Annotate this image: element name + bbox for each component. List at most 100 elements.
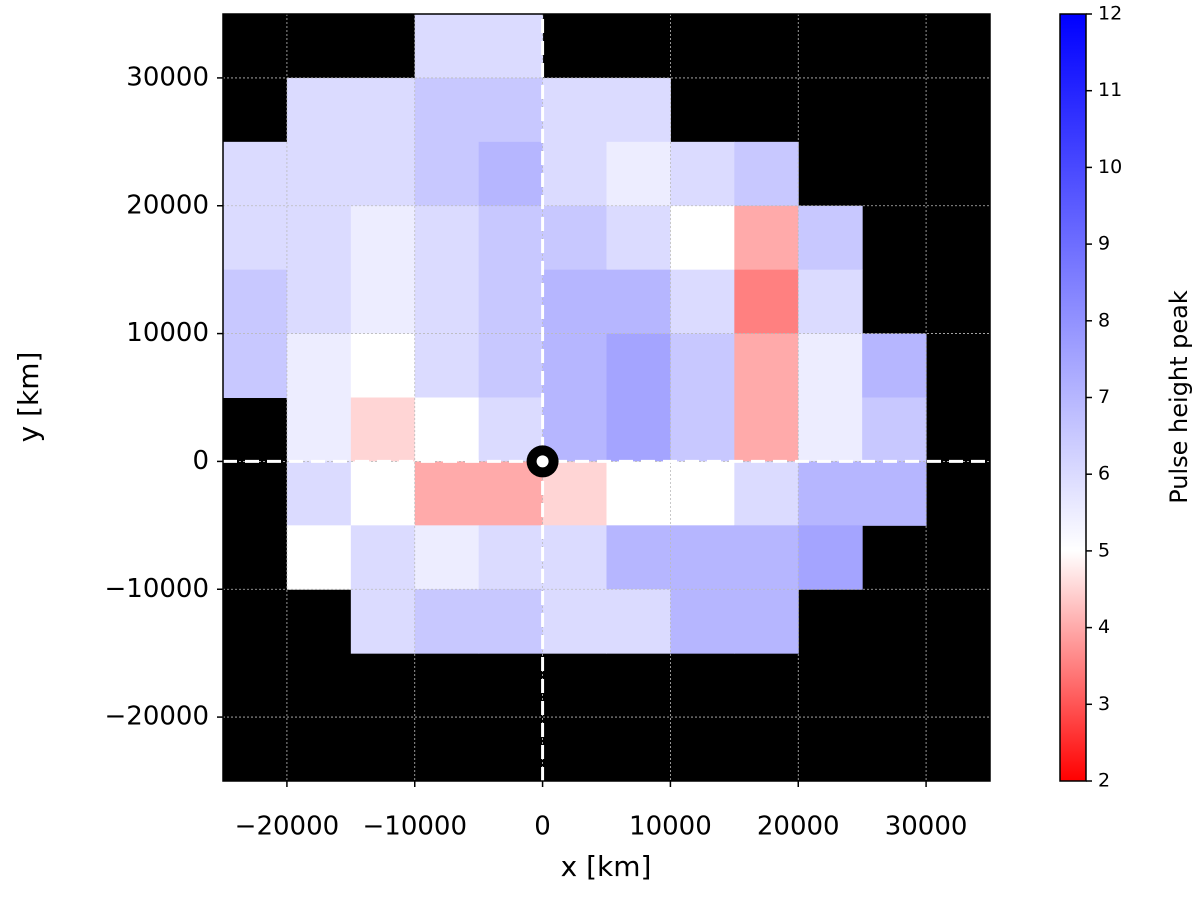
y-tick-label: 20000 xyxy=(126,190,209,220)
colorbar-tick-label: 2 xyxy=(1098,770,1110,792)
heatmap-cell xyxy=(542,525,607,590)
heatmap-cell xyxy=(350,589,416,654)
heatmap-cell xyxy=(670,205,735,271)
heatmap-cell xyxy=(542,333,607,398)
center-dot xyxy=(536,455,549,468)
heatmap-cell xyxy=(414,77,480,143)
heatmap-cell xyxy=(414,269,480,335)
heatmap-cell xyxy=(606,589,671,654)
heatmap-cell xyxy=(798,525,863,590)
y-tick-label: −10000 xyxy=(105,574,210,604)
heatmap-cell xyxy=(350,461,416,526)
plot-frame xyxy=(222,13,991,782)
heatmap-cell xyxy=(798,269,863,335)
heatmap-cell xyxy=(798,461,863,526)
heatmap-cell xyxy=(734,269,799,335)
heatmap-cell xyxy=(414,333,480,398)
heatmap-cell xyxy=(862,461,927,526)
heatmap-cell xyxy=(286,333,352,398)
heatmap-cell xyxy=(414,141,480,207)
colorbar-tick-label: 5 xyxy=(1098,539,1110,561)
heatmap-cell xyxy=(350,269,416,335)
heatmap-cell xyxy=(862,333,927,398)
heatmap-cell xyxy=(542,589,607,654)
heatmap-cell xyxy=(606,141,671,207)
heatmap-cell xyxy=(478,333,544,398)
heatmap-cell xyxy=(286,141,352,207)
heatmap-cell xyxy=(478,205,544,271)
colorbar-label: Pulse height peak xyxy=(1165,290,1193,504)
heatmap-cell xyxy=(223,205,288,271)
heatmap-cell xyxy=(670,525,735,590)
colorbar-tick-label: 3 xyxy=(1098,693,1110,715)
heatmap-cell xyxy=(478,14,544,79)
y-tick-label: −20000 xyxy=(105,702,210,732)
heatmap-cell xyxy=(350,205,416,271)
heatmap-cell xyxy=(862,397,927,462)
heatmap-cell xyxy=(670,397,735,462)
heatmap-cell xyxy=(670,589,735,654)
y-tick-label: 30000 xyxy=(126,62,209,92)
heatmap-cell xyxy=(606,397,671,462)
heatmap-cell xyxy=(798,205,863,271)
heatmap-cell xyxy=(542,141,607,207)
heatmap-cell xyxy=(734,205,799,271)
heatmap-cell xyxy=(350,333,416,398)
heatmap-cell xyxy=(478,141,544,207)
x-tick-label: −10000 xyxy=(363,812,468,842)
heatmap-cell xyxy=(478,77,544,143)
heatmap-cell xyxy=(734,333,799,398)
colorbar-tick-label: 4 xyxy=(1098,616,1110,638)
heatmap-cell xyxy=(606,77,671,143)
heatmap-cell xyxy=(542,269,607,335)
heatmap-cell xyxy=(478,269,544,335)
heatmap-cell xyxy=(606,269,671,335)
heatmap-cell xyxy=(350,397,416,462)
heatmap-cell xyxy=(350,77,416,143)
heatmap-cell xyxy=(734,397,799,462)
heatmap-cell xyxy=(414,205,480,271)
x-tick-label: −20000 xyxy=(235,812,340,842)
x-tick-label: 10000 xyxy=(629,812,712,842)
heatmap-cell xyxy=(286,77,352,143)
heatmap-cell xyxy=(286,461,352,526)
colorbar-tick-label: 8 xyxy=(1098,309,1110,331)
heatmap-cell xyxy=(350,141,416,207)
x-tick-label: 20000 xyxy=(757,812,840,842)
heatmap-cell xyxy=(606,205,671,271)
heatmap-cell xyxy=(414,589,480,654)
colorbar-tick-label: 10 xyxy=(1098,156,1122,178)
heatmap-cell xyxy=(478,589,544,654)
colorbar-tick-label: 7 xyxy=(1098,386,1110,408)
plot-area xyxy=(223,14,990,781)
heatmap-cell xyxy=(286,397,352,462)
heatmap-cell xyxy=(670,461,735,526)
colorbar-tick-label: 9 xyxy=(1098,233,1110,255)
colorbar xyxy=(1059,13,1087,782)
heatmap-cell xyxy=(606,525,671,590)
heatmap-cell xyxy=(734,141,799,207)
heatmap-cell xyxy=(286,525,352,590)
y-tick-label: 0 xyxy=(192,446,209,476)
y-tick-label: 10000 xyxy=(126,318,209,348)
heatmap-cell xyxy=(223,269,288,335)
heatmap-cell xyxy=(542,205,607,271)
heatmap-cell xyxy=(670,141,735,207)
heatmap-cell xyxy=(798,333,863,398)
heatmap-cell xyxy=(414,461,480,526)
y-axis-label: y [km] xyxy=(12,352,45,443)
colorbar-tick-label: 12 xyxy=(1098,3,1122,25)
heatmap-cell xyxy=(798,397,863,462)
x-tick-label: 30000 xyxy=(885,812,968,842)
heatmap-cell xyxy=(414,397,480,462)
heatmap-cell xyxy=(414,525,480,590)
heatmap-cell xyxy=(734,589,799,654)
x-axis-label: x [km] xyxy=(561,850,652,883)
heatmap-cell xyxy=(286,205,352,271)
heatmap-cell xyxy=(606,461,671,526)
heatmap-cell xyxy=(542,77,607,143)
heatmap-cell xyxy=(286,269,352,335)
colorbar-tick-label: 11 xyxy=(1098,79,1122,101)
heatmap-cell xyxy=(414,14,480,79)
heatmap-cell xyxy=(478,525,544,590)
